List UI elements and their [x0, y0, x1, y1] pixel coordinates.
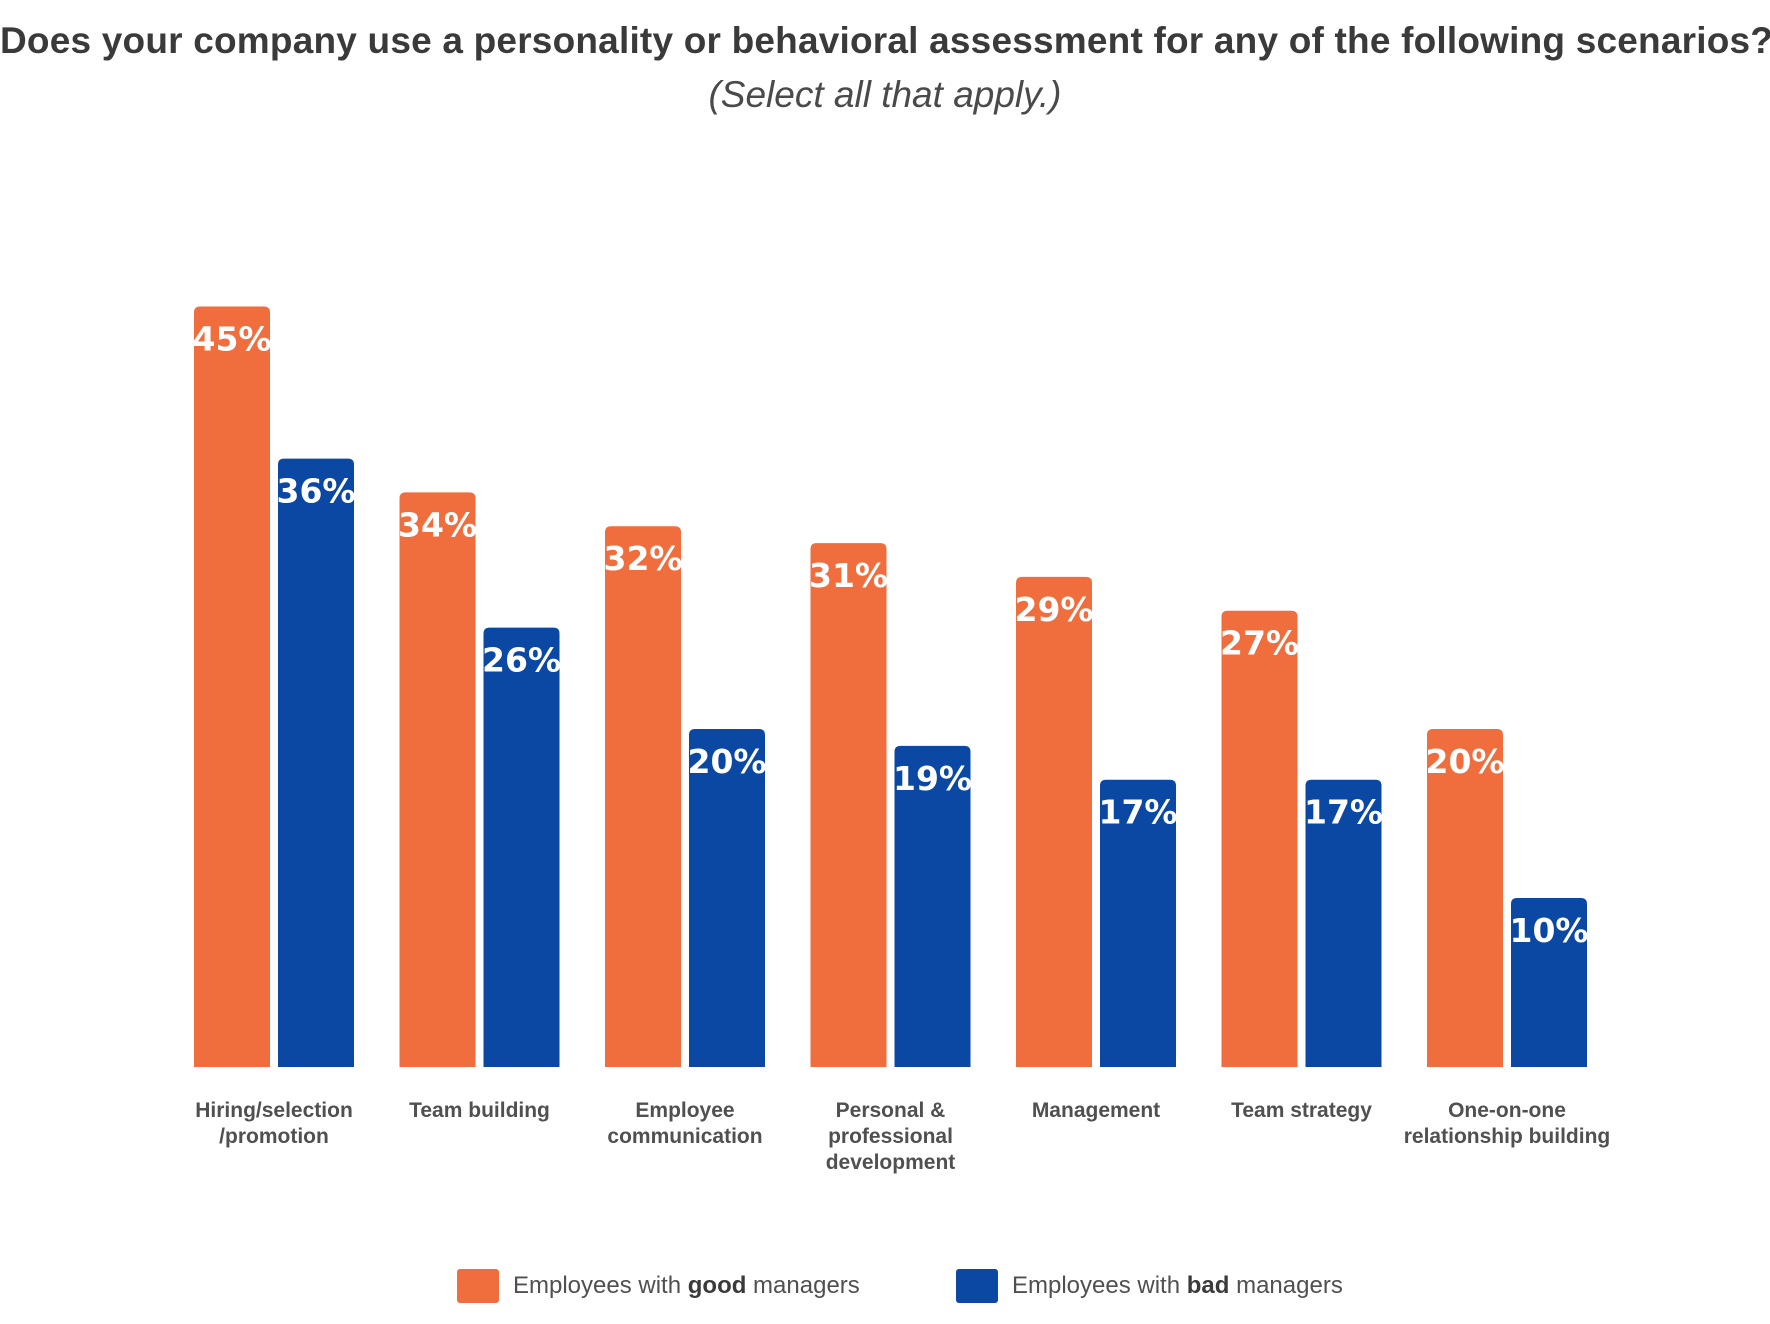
bar-good-managers-3 — [605, 526, 681, 1067]
category-label-2: Team building — [409, 1099, 550, 1122]
bar-good-managers-7 — [1427, 729, 1503, 1067]
category-label-1: Hiring/selection/promotion — [195, 1099, 353, 1148]
chart-legend: Employees with good managers Employees w… — [0, 1266, 1770, 1306]
bar-bad-managers-4 — [894, 745, 971, 1067]
bar-value-label-bad-4: 19% — [893, 759, 972, 798]
bar-bad-managers-6 — [1305, 779, 1382, 1067]
bar-good-managers-5 — [1016, 576, 1092, 1067]
bar-value-label-good-1: 45% — [193, 320, 272, 359]
legend-swatch-bad-managers — [956, 1269, 998, 1303]
bar-good-managers-4 — [810, 543, 887, 1067]
category-label-7: One-on-one relationship building — [1404, 1099, 1611, 1148]
category-label-6: Team strategy — [1231, 1099, 1372, 1122]
legend-label-bad-managers: Employees with bad managers — [1012, 1272, 1343, 1299]
bar-value-label-bad-2: 26% — [482, 641, 561, 680]
bar-bad-managers-5 — [1100, 779, 1176, 1067]
chart-subtitle: (Select all that apply.) — [708, 74, 1062, 115]
legend-item-good-managers: Employees with good managers — [457, 1266, 860, 1306]
bar-bad-managers-2 — [483, 627, 560, 1067]
bar-good-managers-1 — [194, 306, 270, 1067]
category-label-5: Management — [1032, 1099, 1160, 1122]
bar-bad-managers-7 — [1511, 898, 1587, 1067]
legend-swatch-good-managers — [457, 1269, 499, 1303]
category-label-3: Employee communication — [607, 1099, 762, 1148]
bar-value-label-bad-1: 36% — [277, 472, 356, 511]
bar-value-label-bad-7: 10% — [1510, 911, 1589, 950]
legend-item-bad-managers: Employees with bad managers — [956, 1266, 1343, 1306]
bar-value-label-good-5: 29% — [1015, 590, 1094, 629]
legend-label-good-managers: Employees with good managers — [513, 1272, 860, 1299]
category-label-4: Personal & professional development — [826, 1099, 956, 1174]
bar-value-label-bad-3: 20% — [688, 742, 767, 781]
bar-bad-managers-3 — [689, 729, 765, 1067]
bar-good-managers-6 — [1221, 610, 1298, 1067]
bar-value-label-good-3: 32% — [604, 539, 683, 578]
bar-value-label-bad-6: 17% — [1304, 793, 1383, 832]
bar-value-label-good-6: 27% — [1220, 624, 1299, 663]
bar-bad-managers-1 — [278, 458, 354, 1068]
chart-title: Does your company use a personality or b… — [0, 20, 1770, 61]
bar-value-label-good-4: 31% — [809, 556, 888, 595]
bar-good-managers-2 — [399, 492, 476, 1067]
bar-value-label-good-2: 34% — [398, 505, 477, 544]
bar-value-label-good-7: 20% — [1426, 742, 1505, 781]
bar-value-label-bad-5: 17% — [1099, 793, 1178, 832]
